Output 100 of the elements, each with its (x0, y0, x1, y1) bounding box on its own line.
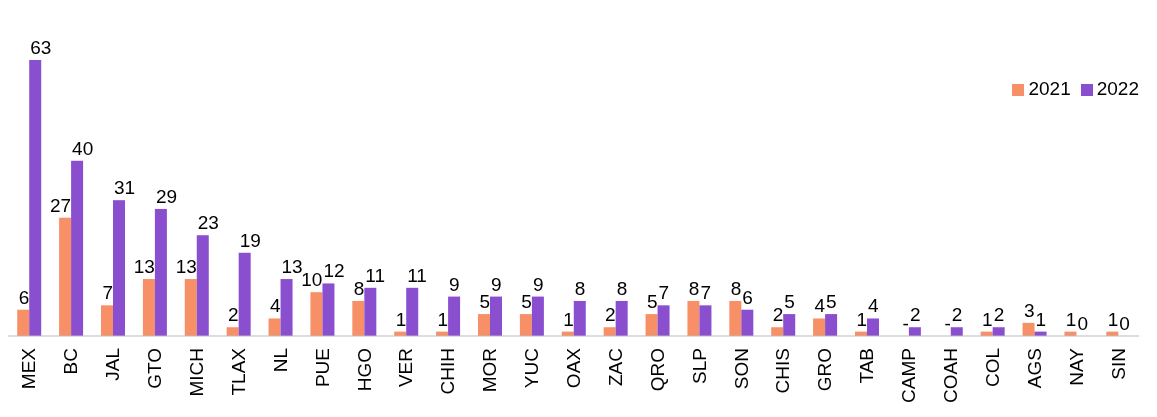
data-label: 5 (646, 291, 658, 313)
data-label: 5 (521, 291, 532, 313)
bar (142, 279, 155, 336)
data-label: 1 (1107, 308, 1119, 330)
x-tick-label: HGO (353, 348, 375, 392)
data-label: 7 (102, 282, 113, 304)
data-label: 8 (730, 277, 742, 299)
data-label: 1 (563, 308, 574, 330)
bar (352, 300, 365, 336)
data-label: 2 (951, 304, 963, 326)
x-tick-label: YUC (521, 348, 543, 389)
data-label: 8 (616, 277, 628, 299)
data-label: 5 (784, 291, 795, 313)
legend-label: 2021 (1028, 78, 1071, 99)
x-tick-label: OAX (563, 347, 584, 389)
data-label: 13 (281, 256, 303, 278)
data-label: 3 (1023, 299, 1035, 321)
x-tick-label: MOR (479, 348, 501, 393)
data-label: 1 (395, 308, 407, 330)
x-tick-label: QRO (646, 348, 668, 392)
bar (950, 327, 963, 336)
data-label: 0 (1119, 313, 1130, 334)
data-label: 23 (197, 212, 219, 234)
data-label: 2 (228, 304, 239, 326)
x-tick-label: GTO (144, 348, 166, 389)
x-tick-label: TLAX (227, 347, 249, 396)
bar (59, 217, 72, 336)
bar (154, 208, 167, 336)
data-label: 9 (449, 273, 460, 295)
bar (645, 314, 658, 336)
data-label: 29 (155, 185, 178, 207)
x-tick-label: TAB (856, 348, 878, 384)
data-label: 8 (688, 277, 700, 299)
bar (687, 300, 700, 336)
bar (603, 327, 616, 336)
x-tick-label: CAMP (898, 348, 920, 403)
bar (699, 305, 712, 336)
x-tick-label: ZAC (604, 348, 626, 386)
data-label: 1 (1035, 308, 1047, 330)
data-label: 1 (437, 308, 449, 330)
data-label: 12 (323, 260, 345, 282)
bar (364, 287, 377, 336)
data-label: 7 (700, 282, 712, 304)
data-label: 40 (72, 137, 94, 159)
data-label: 6 (18, 286, 30, 308)
bar (322, 283, 335, 336)
data-label: 1 (982, 308, 993, 330)
data-label: 4 (269, 295, 281, 317)
data-label: 9 (532, 273, 544, 295)
data-label: 13 (175, 256, 197, 278)
bar (71, 160, 84, 336)
x-tick-label: MICH (186, 348, 207, 397)
x-tick-label: CHIS (772, 348, 794, 394)
x-tick-label: PUE (311, 348, 333, 388)
x-tick-label: COAH (940, 348, 961, 403)
data-label: 4 (814, 295, 826, 317)
bar (280, 279, 293, 336)
x-tick-label: VER (395, 348, 417, 388)
data-label: 1 (1065, 308, 1077, 330)
bar (741, 309, 754, 336)
bar (100, 305, 113, 336)
bar (729, 300, 742, 336)
bar (310, 292, 323, 336)
bar (783, 314, 796, 336)
x-tick-label: SON (730, 348, 752, 390)
x-tick-label: MEX (18, 347, 40, 390)
bar (908, 327, 921, 336)
bar (112, 200, 125, 336)
bar (29, 60, 42, 336)
bar (615, 300, 628, 336)
data-label: 11 (407, 264, 427, 286)
x-tick-label: JAL (102, 348, 124, 381)
x-tick-label: GRO (814, 348, 836, 392)
bar (477, 314, 490, 336)
bar (992, 327, 1005, 336)
data-label: 0 (1077, 313, 1089, 334)
bar (238, 252, 251, 336)
bar (531, 296, 544, 336)
data-label: 2 (605, 304, 616, 326)
x-tick-label: AGS (1023, 348, 1045, 389)
data-label: 6 (742, 286, 753, 308)
data-label: 27 (49, 194, 72, 216)
data-label: - (902, 313, 909, 334)
bar (489, 296, 502, 336)
bar (813, 318, 826, 336)
data-label: 7 (658, 282, 670, 304)
bar (448, 296, 461, 336)
bar (771, 327, 784, 336)
data-label: 9 (490, 273, 502, 295)
bar (268, 318, 281, 336)
bar (573, 300, 586, 336)
data-label: 1 (856, 308, 867, 330)
data-label: 63 (30, 37, 52, 58)
data-label: 4 (867, 295, 879, 317)
bar (196, 235, 209, 336)
data-label: 2 (909, 304, 921, 326)
x-tick-label: BC (60, 348, 82, 375)
data-label: 31 (113, 177, 136, 199)
x-tick-label: SLP (688, 348, 710, 384)
data-label: 8 (574, 277, 586, 299)
